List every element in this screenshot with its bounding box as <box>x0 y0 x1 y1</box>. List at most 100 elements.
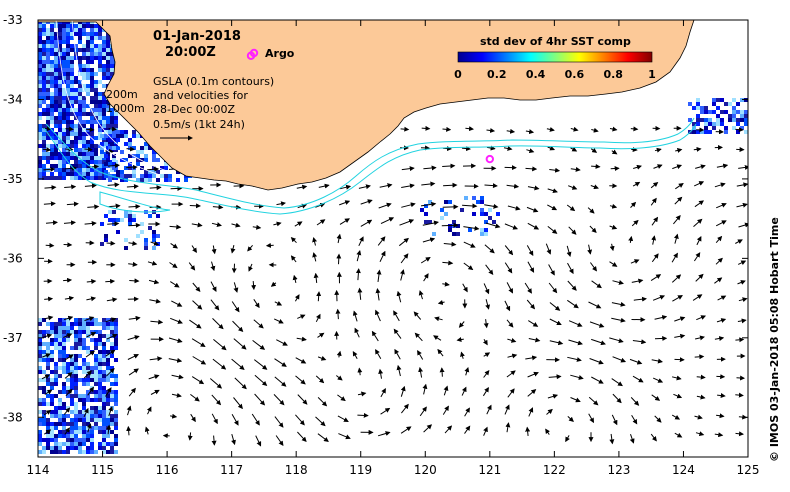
velocity-arrow <box>547 204 558 211</box>
velocity-arrow <box>337 394 346 402</box>
velocity-arrow <box>456 337 464 342</box>
velocity-arrow <box>83 407 89 418</box>
velocity-arrow <box>588 396 599 406</box>
velocity-arrow <box>566 245 572 258</box>
velocity-arrow <box>483 426 488 436</box>
velocity-arrow <box>230 244 236 254</box>
y-tick-label: -35 <box>3 172 23 186</box>
velocity-arrow <box>393 328 402 339</box>
velocity-arrow <box>149 298 161 304</box>
velocity-arrow <box>565 435 570 443</box>
velocity-arrow <box>377 236 386 246</box>
velocity-arrow <box>549 302 561 311</box>
velocity-arrow <box>400 126 410 132</box>
velocity-arrow <box>442 260 454 266</box>
velocity-arrow <box>591 376 604 384</box>
velocity-arrow <box>418 366 424 378</box>
velocity-arrow <box>253 299 260 309</box>
velocity-arrow <box>107 163 120 169</box>
velocity-arrow <box>360 219 373 227</box>
velocity-arrow <box>316 219 326 226</box>
velocity-arrow <box>609 433 615 445</box>
velocity-arrow <box>371 330 379 342</box>
velocity-arrow <box>210 261 216 272</box>
velocity-arrow <box>527 185 540 191</box>
velocity-arrow <box>251 281 257 291</box>
velocity-arrow <box>507 205 521 211</box>
gsla-contour-loop <box>99 191 171 213</box>
gsla-contour-inner <box>45 117 695 209</box>
velocity-arrow <box>589 358 604 365</box>
velocity-arrow <box>507 353 518 359</box>
velocity-arrow <box>43 333 53 339</box>
velocity-arrow <box>484 183 498 189</box>
velocity-arrow <box>484 203 499 209</box>
velocity-arrow <box>128 261 138 267</box>
velocity-arrow <box>591 163 601 169</box>
velocity-arrow <box>211 245 217 255</box>
velocity-arrow <box>357 287 363 300</box>
velocity-arrow <box>696 236 702 246</box>
velocity-arrow <box>248 263 253 272</box>
velocity-arrow <box>126 425 132 436</box>
velocity-arrow <box>209 378 223 389</box>
velocity-arrow <box>252 224 262 230</box>
velocity-arrow <box>128 368 139 376</box>
velocity-arrow <box>567 299 579 309</box>
velocity-arrow <box>380 388 386 398</box>
velocity-arrow <box>273 394 285 406</box>
velocity-arrow <box>442 163 456 169</box>
x-tick-label: 121 <box>478 463 501 477</box>
velocity-arrow <box>128 240 138 246</box>
velocity-arrow <box>631 219 639 227</box>
velocity-arrow <box>358 184 371 190</box>
velocity-arrow <box>671 274 682 283</box>
velocity-arrow <box>715 257 723 265</box>
velocity-arrow <box>413 311 422 320</box>
velocity-arrow <box>588 301 602 309</box>
velocity-arrow <box>128 204 141 210</box>
velocity-arrow <box>693 252 701 262</box>
velocity-arrow <box>675 148 683 153</box>
velocity-arrow <box>87 204 100 210</box>
velocity-arrow <box>716 318 727 323</box>
velocity-arrow <box>211 413 218 425</box>
velocity-arrow <box>612 356 627 363</box>
velocity-arrow <box>423 165 437 171</box>
velocity-arrow <box>526 206 539 213</box>
velocity-arrow <box>380 217 395 224</box>
velocity-arrow <box>714 432 724 438</box>
velocity-arrow <box>674 196 683 205</box>
velocity-arrow <box>399 219 415 226</box>
velocity-arrow <box>735 392 744 398</box>
velocity-arrow <box>548 374 562 380</box>
velocity-arrow <box>357 391 367 397</box>
velocity-arrow <box>651 358 663 364</box>
colorbar-tick-label: 0.6 <box>565 68 585 81</box>
velocity-arrow <box>146 406 152 415</box>
map-date: 01-Jan-2018 <box>153 29 241 44</box>
gsla-contour-outer <box>43 123 697 215</box>
sst-data-layer <box>38 20 748 454</box>
velocity-arrow <box>506 319 514 328</box>
velocity-arrow <box>460 351 465 359</box>
velocity-arrow <box>357 412 369 418</box>
velocity-arrow <box>84 183 97 189</box>
velocity-arrow <box>339 218 350 225</box>
velocity-arrow <box>400 385 406 397</box>
velocity-arrow <box>589 225 597 234</box>
velocity-arrow <box>86 423 92 433</box>
velocity-arrow <box>433 335 442 341</box>
velocity-arrow <box>297 431 307 443</box>
velocity-arrow <box>526 299 536 310</box>
velocity-arrow <box>717 295 727 301</box>
velocity-arrow <box>63 407 71 415</box>
velocity-arrow <box>378 368 384 379</box>
velocity-arrow <box>276 201 286 207</box>
velocity-arrow <box>169 262 178 269</box>
info-line-4: 0.5m/s (1kt 24h) <box>153 118 245 131</box>
velocity-arrow <box>483 283 490 295</box>
velocity-arrow <box>652 377 664 383</box>
velocity-arrow <box>442 204 459 210</box>
velocity-arrow <box>296 184 308 190</box>
